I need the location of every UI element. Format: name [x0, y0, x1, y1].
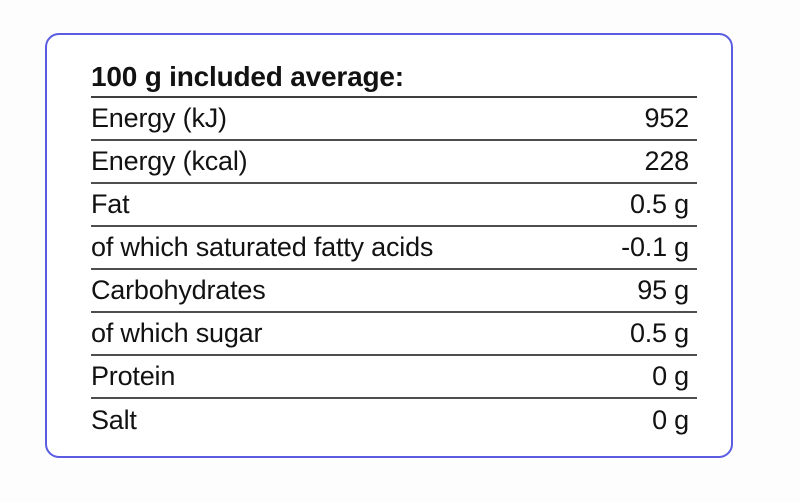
- table-header-title: 100 g included average:: [91, 60, 404, 92]
- nutrient-label: Energy (kcal): [91, 146, 248, 176]
- nutrient-value: 95 g: [637, 275, 689, 305]
- table-row: Protein 0 g: [91, 356, 697, 399]
- nutrient-label: of which sugar: [91, 318, 263, 348]
- nutrient-label: Salt: [91, 405, 137, 435]
- nutrient-label: Energy (kJ): [91, 103, 227, 133]
- nutrient-value: 0 g: [652, 405, 689, 435]
- table-row: of which sugar 0.5 g: [91, 313, 697, 356]
- nutrient-value: 952: [644, 103, 690, 133]
- nutrient-value: 228: [644, 146, 690, 176]
- nutrient-value: -0.1 g: [621, 232, 689, 262]
- table-row: Carbohydrates 95 g: [91, 270, 697, 313]
- nutrient-value: 0 g: [652, 361, 689, 391]
- nutrient-label: Protein: [91, 361, 176, 391]
- nutrient-label: of which saturated fatty acids: [91, 232, 434, 262]
- table-row: Fat 0.5 g: [91, 184, 697, 227]
- nutrition-table: 100 g included average: Energy (kJ) 952 …: [91, 57, 697, 442]
- table-row: Salt 0 g: [91, 399, 697, 442]
- table-header-row: 100 g included average:: [91, 57, 697, 98]
- nutrient-label: Carbohydrates: [91, 275, 266, 305]
- nutrient-label: Fat: [91, 189, 130, 219]
- table-row: Energy (kJ) 952: [91, 98, 697, 141]
- table-row: Energy (kcal) 228: [91, 141, 697, 184]
- nutrient-value: 0.5 g: [629, 189, 689, 219]
- table-row: of which saturated fatty acids -0.1 g: [91, 227, 697, 270]
- nutrition-panel: 100 g included average: Energy (kJ) 952 …: [45, 33, 733, 458]
- nutrient-value: 0.5 g: [629, 318, 689, 348]
